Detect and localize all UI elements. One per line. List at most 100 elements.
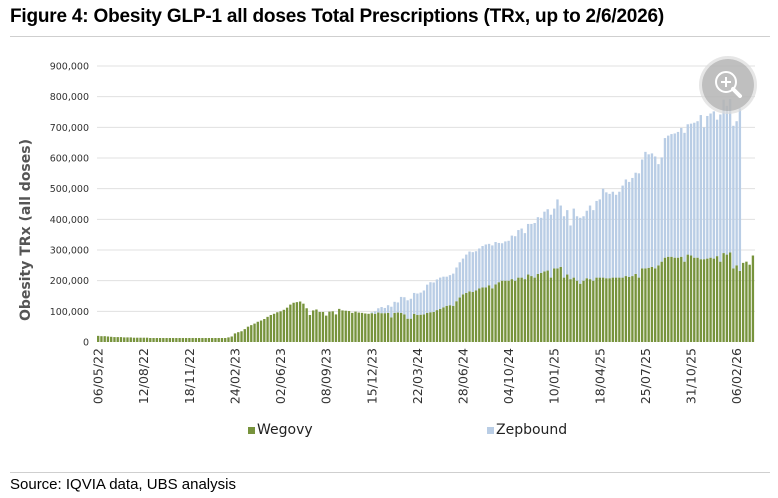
bar-wegovy <box>699 259 702 342</box>
bar-wegovy <box>295 302 299 342</box>
bar-wegovy <box>354 311 357 342</box>
y-axis-ticks: 0 100,000 200,000 300,000 400,000 500,000 600,… <box>50 62 89 349</box>
bar-zepbound <box>448 275 452 306</box>
bar-zepbound <box>484 244 487 288</box>
bar-wegovy <box>357 312 360 342</box>
x-tick-label: 25/07/25 <box>638 348 653 404</box>
bar-wegovy <box>663 257 667 342</box>
bar-wegovy <box>608 278 611 342</box>
bar-wegovy <box>448 305 452 342</box>
bar-wegovy <box>373 313 377 342</box>
bar-wegovy <box>116 337 119 342</box>
bar-wegovy <box>191 338 194 342</box>
bar-wegovy <box>582 280 585 342</box>
bar-zepbound <box>702 127 706 260</box>
bar-zepbound <box>412 292 416 314</box>
bar-zepbound <box>621 185 624 278</box>
bar-zepbound <box>712 111 716 259</box>
bar-wegovy <box>419 314 422 342</box>
bar-wegovy <box>592 280 595 342</box>
bar-wegovy <box>461 294 465 342</box>
bar-zepbound <box>458 262 461 298</box>
bar-zepbound <box>676 131 680 258</box>
x-tick-label: 15/12/23 <box>364 348 379 404</box>
x-tick-label: 12/08/22 <box>136 348 151 404</box>
bar-zepbound <box>416 293 419 316</box>
bar-wegovy <box>507 280 510 342</box>
x-tick-label: 22/03/24 <box>410 348 425 404</box>
bar-zepbound <box>728 99 732 253</box>
bar-zepbound <box>526 223 530 275</box>
bar-wegovy <box>575 280 579 342</box>
x-tick-label: 18/04/25 <box>592 348 607 404</box>
bar-zepbound <box>396 302 400 313</box>
legend-label-wegovy: Wegovy <box>257 422 313 438</box>
bar-wegovy <box>637 277 641 342</box>
bar-wegovy <box>709 257 712 342</box>
bar-zepbound <box>657 164 660 266</box>
bar-wegovy <box>471 292 474 342</box>
bar-wegovy <box>546 270 549 342</box>
bar-wegovy <box>445 305 448 342</box>
x-tick-label: 24/02/23 <box>227 348 242 404</box>
bar-zepbound <box>497 242 501 283</box>
bar-wegovy <box>702 259 706 342</box>
bar-zepbound <box>686 124 689 255</box>
x-axis-ticks: 06/05/22 12/08/22 18/11/22 24/02/23 02/06/23… <box>91 348 744 404</box>
bar-wegovy <box>259 320 263 342</box>
x-tick-label: 31/10/25 <box>683 348 698 404</box>
bar-wegovy <box>321 311 325 342</box>
bar-wegovy <box>741 262 745 342</box>
bar-wegovy <box>738 270 742 342</box>
bar-wegovy <box>364 313 367 342</box>
bar-zepbound <box>455 267 458 302</box>
bar-wegovy <box>452 305 455 342</box>
bar-wegovy <box>393 312 396 342</box>
bar-wegovy <box>481 287 484 342</box>
bar-zepbound <box>383 307 387 314</box>
zoom-in-button[interactable] <box>702 59 754 111</box>
bar-wegovy <box>667 256 670 342</box>
bar-wegovy <box>351 312 354 342</box>
bar-wegovy <box>360 312 364 342</box>
bar-wegovy <box>240 331 243 342</box>
bar-wegovy <box>194 338 198 342</box>
bar-wegovy <box>178 338 181 342</box>
gridlines <box>97 65 755 312</box>
bar-zepbound <box>543 211 546 272</box>
bar-wegovy <box>201 338 204 342</box>
bar-wegovy <box>168 338 172 342</box>
bar-wegovy <box>644 268 647 342</box>
bar-zepbound <box>500 243 504 281</box>
bar-wegovy <box>719 261 722 342</box>
bar-zepbound <box>426 284 429 313</box>
bar-zepbound <box>406 300 409 319</box>
bar-zepbound <box>536 217 540 274</box>
bar-wegovy <box>315 309 318 342</box>
bar-zepbound <box>491 245 494 289</box>
x-tick-label: 06/05/22 <box>91 348 106 404</box>
bar-wegovy <box>325 315 328 342</box>
bar-wegovy <box>126 337 129 342</box>
bar-wegovy <box>439 308 442 342</box>
bar-wegovy <box>269 315 273 342</box>
bar-wegovy <box>149 338 152 342</box>
bar-zepbound <box>634 172 637 274</box>
bar-wegovy <box>601 277 605 342</box>
bar-wegovy <box>377 312 380 342</box>
bar-wegovy <box>579 283 582 342</box>
bar-wegovy <box>188 338 191 342</box>
bar-wegovy <box>220 338 224 342</box>
bar-wegovy <box>318 311 321 342</box>
y-tick-label: 500,000 <box>50 184 89 195</box>
bar-wegovy <box>540 273 543 342</box>
bar-wegovy <box>543 271 546 342</box>
bar-zepbound <box>631 177 634 277</box>
bar-zepbound <box>393 301 396 313</box>
bar-wegovy <box>442 307 445 342</box>
bar-zepbound <box>507 240 510 281</box>
bar-zepbound <box>605 192 608 279</box>
bar-wegovy <box>217 338 220 342</box>
bar-wegovy <box>670 256 673 342</box>
bar-wegovy <box>566 274 569 342</box>
